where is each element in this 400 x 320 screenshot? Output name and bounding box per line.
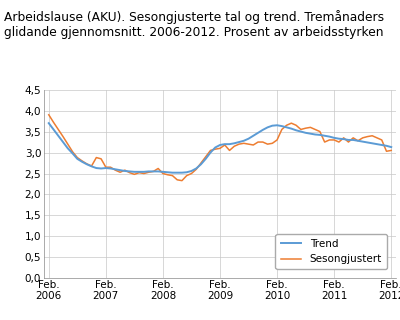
Legend: Trend, Sesongjustert: Trend, Sesongjustert (276, 234, 387, 269)
Text: Arbeidslause (AKU). Sesongjusterte tal og trend. Tremånaders
glidande gjennomsni: Arbeidslause (AKU). Sesongjusterte tal o… (4, 10, 384, 39)
